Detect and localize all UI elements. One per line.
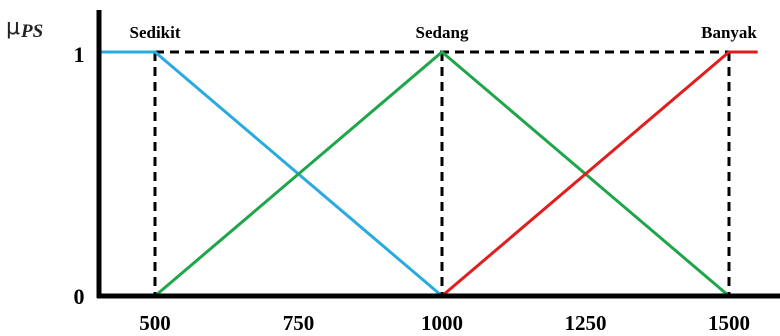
series-line-sedikit bbox=[97, 50, 443, 298]
y-tick-label-1: 1 bbox=[74, 42, 85, 67]
dashed-guides bbox=[153, 50, 731, 296]
series-line-sedang bbox=[154, 50, 730, 298]
series-label-sedang: Sedang bbox=[416, 23, 469, 42]
x-tick-labels: 500 750 1000 1250 1500 bbox=[139, 311, 750, 335]
series-line-banyak bbox=[441, 50, 758, 298]
y-axis-symbol: μ bbox=[6, 15, 20, 40]
x-tick-label-1500: 1500 bbox=[708, 311, 750, 335]
x-tick-label-750: 750 bbox=[283, 311, 315, 335]
membership-series bbox=[97, 50, 758, 298]
series-label-sedikit: Sedikit bbox=[129, 23, 180, 42]
y-axis-title: μPS bbox=[6, 15, 43, 42]
y-axis-subscript: PS bbox=[20, 21, 43, 42]
x-tick-label-1000: 1000 bbox=[421, 311, 463, 335]
x-tick-label-1250: 1250 bbox=[565, 311, 607, 335]
x-tick-label-500: 500 bbox=[139, 311, 171, 335]
y-tick-label-0: 0 bbox=[74, 284, 85, 309]
series-label-banyak: Banyak bbox=[701, 23, 757, 42]
series-labels: Sedikit Sedang Banyak bbox=[129, 23, 757, 42]
